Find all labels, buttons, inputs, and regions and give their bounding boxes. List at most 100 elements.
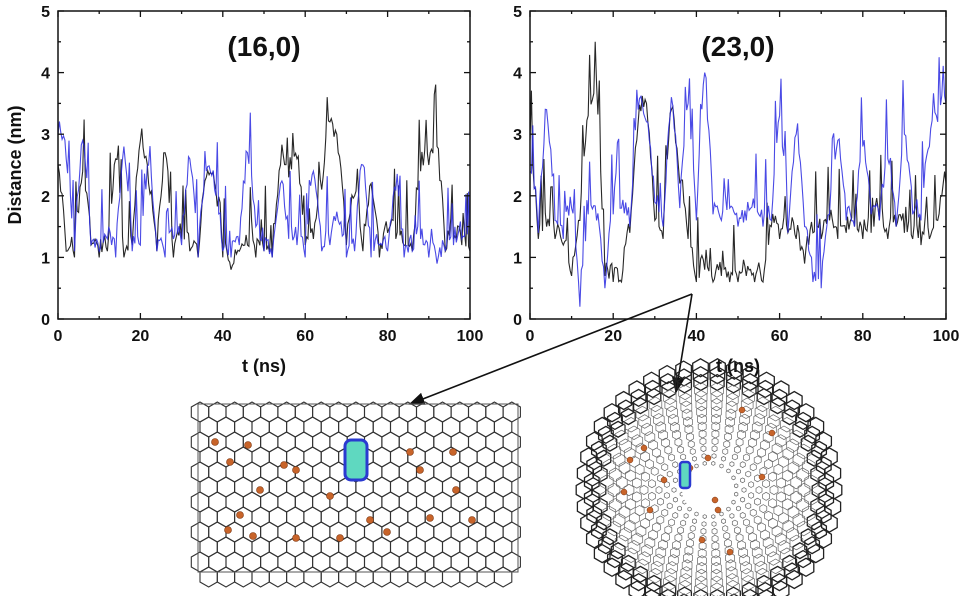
ion-atom	[620, 488, 628, 496]
carbon-ring	[721, 518, 726, 525]
carbon-ring	[652, 447, 661, 458]
carbon-ring	[628, 380, 646, 400]
carbon-ring	[741, 381, 757, 399]
carbon-ring	[687, 506, 692, 512]
carbon-ring	[459, 566, 478, 588]
carbon-ring	[697, 548, 707, 559]
carbon-ring	[664, 445, 673, 455]
carbon-ring	[683, 552, 693, 564]
carbon-ring	[696, 405, 707, 419]
carbon-ring	[796, 520, 811, 537]
carbon-ring	[655, 486, 663, 494]
carbon-ring	[580, 447, 598, 467]
carbon-ring	[772, 380, 790, 400]
carbon-ring	[630, 572, 647, 592]
carbon-ring	[632, 477, 642, 489]
x-tick-label: 80	[854, 328, 872, 345]
carbon-ring	[734, 491, 739, 497]
carbon-ring	[666, 561, 678, 575]
carbon-ring	[699, 437, 707, 446]
carbon-ring	[692, 358, 709, 378]
y-tick-label: 0	[513, 312, 522, 329]
ion-atom	[236, 511, 244, 519]
carbon-ring	[653, 553, 665, 567]
carbon-ring	[641, 543, 653, 558]
carbon-ring	[701, 453, 707, 459]
carbon-ring	[764, 459, 773, 470]
carbon-ring	[711, 514, 716, 520]
carbon-ring	[585, 529, 603, 549]
carbon-ring	[797, 557, 815, 578]
carbon-ring	[424, 566, 444, 588]
carbon-ring	[725, 566, 738, 580]
carbon-ring	[743, 453, 750, 462]
molecule	[678, 460, 692, 490]
carbon-ring	[749, 463, 757, 472]
ion-atom	[738, 406, 746, 414]
carbon-ring	[710, 568, 723, 583]
carbon-ring	[657, 474, 664, 483]
carbon-ring	[624, 416, 638, 433]
carbon-ring	[811, 440, 828, 459]
carbon-ring	[711, 534, 719, 543]
carbon-ring	[804, 474, 818, 490]
carbon-ring	[740, 561, 752, 575]
carbon-ring	[771, 572, 788, 592]
carbon-ring	[625, 469, 636, 482]
ion-atom	[366, 516, 374, 524]
chart-title: (23,0)	[701, 31, 774, 62]
carbon-ring	[666, 502, 673, 510]
carbon-ring	[701, 521, 707, 527]
carbon-ring	[607, 482, 621, 498]
carbon-ring	[694, 511, 699, 517]
carbon-ring	[755, 486, 763, 494]
carbon-ring	[806, 449, 822, 467]
carbon-ring	[683, 416, 693, 428]
carbon-ring	[768, 450, 778, 463]
carbon-ring	[754, 560, 768, 576]
carbon-ring	[656, 455, 665, 465]
carbon-ring	[795, 549, 812, 569]
carbon-ring	[709, 365, 726, 385]
carbon-ring	[737, 540, 746, 551]
carbon-ring	[592, 497, 608, 515]
carbon-ring	[692, 455, 697, 462]
ion-atom	[711, 496, 719, 504]
carbon-ring	[680, 519, 687, 527]
carbon-ring	[650, 504, 659, 514]
carbon-ring	[815, 529, 833, 549]
carbon-ring	[753, 455, 762, 465]
carbon-ring	[585, 431, 603, 451]
ion-atom	[626, 456, 634, 464]
carbon-ring	[751, 421, 763, 434]
carbon-ring	[815, 431, 833, 451]
carbon-ring	[740, 568, 754, 583]
carbon-ring	[664, 397, 678, 412]
carbon-ring	[726, 384, 740, 401]
nanotube-side-view	[190, 401, 521, 588]
carbon-ring	[755, 396, 770, 413]
carbon-ring	[689, 525, 696, 532]
carbon-ring	[731, 453, 738, 461]
carbon-ring	[773, 505, 784, 517]
x-tick-label: 20	[604, 328, 622, 345]
carbon-ring	[711, 541, 720, 551]
carbon-ring	[650, 404, 664, 420]
carbon-ring	[623, 519, 636, 533]
carbon-ring	[646, 574, 662, 593]
carbon-ring	[768, 405, 783, 422]
carbon-ring	[664, 525, 673, 535]
carbon-ring	[672, 461, 679, 469]
carbon-ring	[782, 519, 795, 533]
carbon-ring	[389, 566, 409, 588]
carbon-ring	[740, 397, 754, 412]
carbon-ring	[754, 497, 761, 506]
carbon-ring	[810, 497, 826, 515]
ion-atom	[726, 548, 734, 556]
carbon-ring	[602, 434, 618, 452]
carbon-ring	[768, 558, 783, 575]
carbon-ring	[643, 589, 660, 596]
carbon-ring	[739, 413, 750, 426]
carbon-ring	[679, 573, 692, 588]
carbon-ring	[686, 432, 694, 442]
